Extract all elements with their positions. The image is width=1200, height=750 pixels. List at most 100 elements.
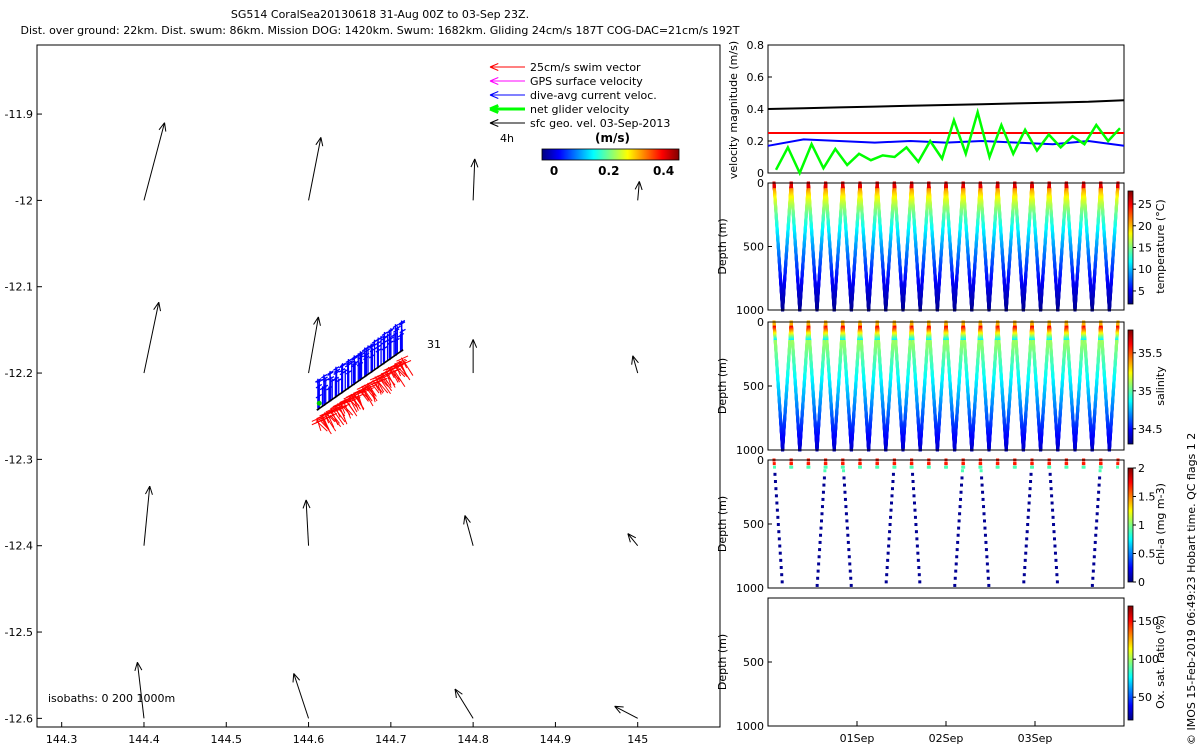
- swim-vector: [311, 415, 324, 422]
- geo-vector-arrow: [143, 301, 162, 374]
- current-vector: [333, 370, 340, 376]
- current-vector: [352, 360, 359, 366]
- velocity-y-ticks: 00.20.40.60.8: [747, 39, 772, 180]
- geo-vector-arrow: [463, 515, 474, 546]
- legend-label-2: dive-avg current veloc.: [530, 89, 657, 102]
- swim-vector: [356, 395, 365, 411]
- current-vector: [388, 327, 395, 333]
- current-vector: [321, 373, 328, 379]
- map-y-tick-label: -12.2: [5, 367, 33, 380]
- swim-vector: [380, 379, 391, 395]
- swim-vector: [380, 375, 393, 392]
- gps-track-line: [316, 349, 404, 411]
- swim-vector: [348, 397, 358, 409]
- map-x-ticks: 144.3 144.4 144.5 144.6 144.7 144.8 144.9 145: [46, 722, 648, 746]
- map-axes-box: [36, 44, 721, 728]
- map-x-tick-label: 144.7: [375, 733, 407, 746]
- map-panel: 144.3 144.4 144.5 144.6 144.7 144.8 144.9 145 -…: [5, 44, 721, 746]
- current-vector: [327, 371, 334, 376]
- geo-vector-arrow: [308, 316, 321, 374]
- velocity-y-tick-label: 0: [757, 167, 764, 180]
- map-y-tick-label: -12.1: [5, 281, 33, 294]
- velocity-y-tick-label: 0.2: [747, 135, 765, 148]
- speed-colorbar-ticks: 0 0.2 0.4: [550, 164, 674, 178]
- map-y-tick-label: -12.4: [5, 540, 33, 553]
- legend-arrow-4: [489, 119, 525, 127]
- swim-vector: [398, 363, 411, 381]
- map-x-tick-label: 145: [627, 733, 648, 746]
- colorbar-tick-label: 0.4: [653, 164, 674, 178]
- geo-vector-arrow: [454, 688, 474, 719]
- velocity-y-tick-label: 0.6: [747, 71, 765, 84]
- map-y-ticks: -11.9-12-12.1-12.2-12.3-12.4-12.5-12.6: [5, 108, 42, 725]
- swim-vector: [393, 370, 406, 388]
- geo-vector-arrow: [143, 122, 167, 201]
- swim-vector: [361, 387, 370, 401]
- current-vector: [335, 377, 343, 383]
- current-vector: [393, 328, 400, 333]
- swim-vector: [329, 414, 342, 428]
- swim-vector: [326, 412, 335, 428]
- current-vector: [378, 335, 385, 340]
- figure-title-line2: Dist. over ground: 22km. Dist. swum: 86k…: [0, 24, 760, 38]
- current-vector: [338, 363, 346, 369]
- annotation-31: 31: [427, 338, 441, 351]
- swim-vector: [389, 368, 399, 383]
- current-vector: [321, 384, 329, 390]
- current-vector: [345, 369, 353, 375]
- geo-vector-arrow: [143, 485, 153, 546]
- map-y-tick-label: -12.5: [5, 626, 33, 639]
- geo-vector-arrow: [308, 137, 324, 201]
- swim-vector: [375, 378, 382, 395]
- current-vector: [345, 358, 353, 364]
- swim-vector: [367, 378, 380, 385]
- map-x-tick-label: 144.9: [540, 733, 572, 746]
- current-vector: [315, 378, 322, 383]
- current-vector: [398, 319, 406, 325]
- speed-colorbar: [541, 148, 680, 161]
- colorbar-unit-label: (m/s): [595, 131, 630, 145]
- swim-vector: [330, 402, 343, 410]
- swim-vector: [372, 380, 380, 391]
- swim-vector: [316, 420, 328, 432]
- current-vector: [333, 368, 341, 374]
- swim-vector: [362, 387, 375, 394]
- swim-vector: [325, 406, 338, 413]
- current-vector: [351, 356, 358, 361]
- map-x-tick-label: 144.3: [46, 733, 78, 746]
- swim-vector: [395, 359, 408, 366]
- swim-vector: [339, 396, 352, 403]
- legend-arrow-0: [489, 63, 525, 71]
- map-x-tick-label: 144.6: [293, 733, 325, 746]
- map-y-tick-label: -12.6: [5, 712, 33, 725]
- legend-label-1: GPS surface velocity: [530, 75, 643, 88]
- geo-velocity-vectors: [134, 122, 643, 719]
- annotation-4h: 4h: [500, 132, 514, 145]
- map-y-tick-label: -12.3: [5, 453, 33, 466]
- current-vector: [350, 363, 358, 368]
- current-vector: [392, 323, 400, 329]
- map-y-tick-label: -11.9: [5, 108, 33, 121]
- colorbar-tick-label: 0.2: [598, 164, 619, 178]
- swim-vector: [396, 355, 409, 362]
- swim-vector: [389, 364, 402, 371]
- map-x-tick-label: 144.4: [128, 733, 160, 746]
- map-x-tick-label: 144.8: [457, 733, 489, 746]
- swim-vector: [315, 415, 328, 422]
- velocity-series: [767, 99, 1125, 177]
- current-vector: [393, 337, 400, 343]
- glider-track: [311, 319, 414, 435]
- swim-vector: [399, 360, 412, 367]
- map-x-tick-label: 144.5: [211, 733, 243, 746]
- current-vector: [333, 366, 340, 371]
- swim-vector: [401, 357, 408, 369]
- swim-vector: [357, 392, 363, 408]
- swim-vector: [394, 366, 406, 378]
- legend-label-3: net glider velocity: [530, 103, 630, 116]
- current-vector: [363, 348, 371, 354]
- swim-vector: [353, 394, 362, 406]
- legend-arrow-2: [489, 91, 525, 99]
- net-glider-velocity-line: [774, 107, 1121, 177]
- swim-vector: [334, 407, 346, 423]
